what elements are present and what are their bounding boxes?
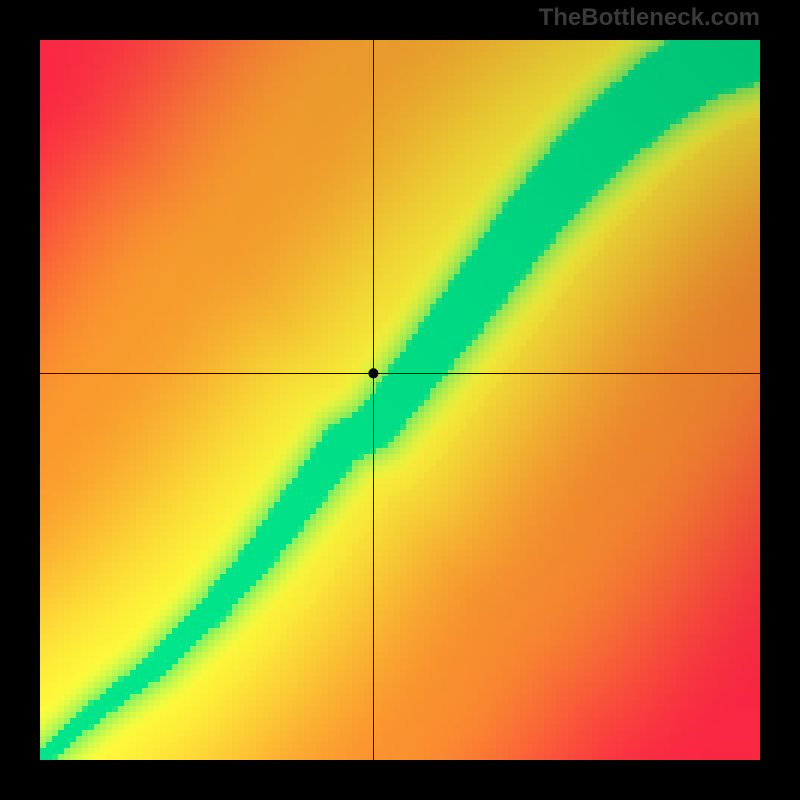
watermark-text: TheBottleneck.com <box>539 4 760 32</box>
heatmap-canvas <box>40 40 760 760</box>
chart-outer: TheBottleneck.com <box>0 0 800 800</box>
heatmap-plot <box>40 40 760 760</box>
